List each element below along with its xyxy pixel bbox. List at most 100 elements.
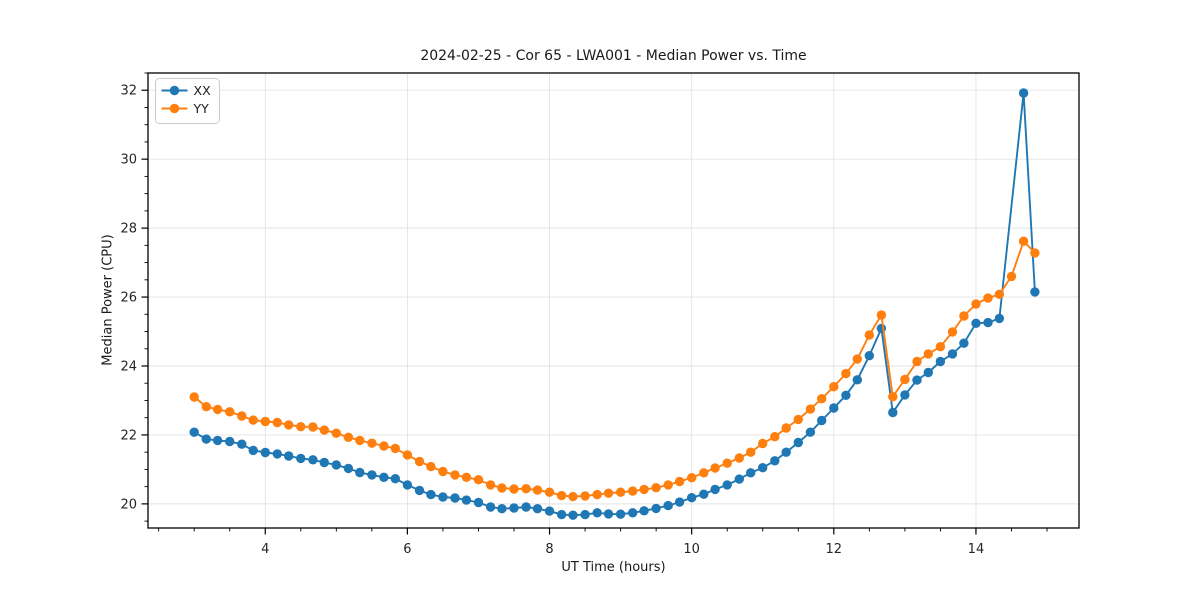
series-marker-YY: [888, 392, 898, 402]
series-marker-YY: [603, 488, 614, 498]
series-marker-YY: [343, 432, 354, 442]
series-marker-YY: [781, 423, 791, 433]
series-line-YY: [193, 240, 1036, 498]
y-tick-label: 28: [120, 222, 137, 237]
series-marker-XX: [260, 447, 270, 458]
series-marker-YY: [556, 490, 567, 501]
series-marker-XX: [355, 467, 365, 478]
series-marker-XX: [663, 500, 673, 511]
series-marker-YY: [734, 453, 744, 463]
x-tick-label: 14: [968, 542, 985, 557]
series-marker-YY: [390, 443, 400, 454]
series-marker-YY: [687, 473, 697, 483]
series-marker-YY: [580, 491, 590, 501]
series-marker-XX: [568, 510, 578, 520]
series-marker-XX: [817, 415, 827, 426]
series-marker-XX: [900, 390, 910, 400]
legend-marker: [169, 85, 180, 96]
series-line-XX: [193, 92, 1036, 517]
series-marker-YY: [260, 416, 270, 427]
series-marker-YY: [876, 310, 887, 320]
series-marker-XX: [639, 506, 649, 516]
series-marker-XX: [450, 493, 460, 503]
series-marker-XX: [864, 351, 874, 361]
series-marker-YY: [852, 354, 862, 364]
series-marker-XX: [615, 509, 626, 519]
x-tick-label: 12: [826, 542, 843, 557]
series-marker-XX: [284, 451, 294, 461]
series-marker-XX: [521, 502, 531, 512]
series-marker-YY: [639, 484, 649, 495]
series-marker-YY: [983, 293, 993, 303]
series-marker-XX: [923, 367, 933, 378]
series-marker-XX: [793, 437, 803, 448]
series-marker-YY: [544, 487, 555, 497]
series-marker-XX: [201, 434, 211, 444]
series-marker-XX: [674, 497, 685, 507]
series-marker-YY: [994, 289, 1005, 299]
y-tick-label: 30: [120, 153, 137, 168]
series-marker-XX: [971, 318, 981, 328]
series-marker-XX: [189, 427, 199, 437]
series-marker-YY: [426, 461, 436, 472]
series-marker-YY: [674, 476, 685, 487]
legend-label: YY: [193, 101, 210, 116]
x-tick-label: 4: [261, 542, 269, 557]
series-marker-YY: [841, 368, 851, 379]
series-marker-XX: [592, 508, 602, 518]
series-marker-YY: [402, 450, 413, 460]
series-marker-XX: [805, 427, 816, 437]
series-marker-XX: [509, 503, 519, 513]
series-marker-YY: [189, 392, 199, 402]
series-marker-YY: [770, 432, 780, 442]
series-marker-XX: [983, 317, 993, 328]
series-marker-XX: [367, 470, 377, 480]
series-marker-XX: [781, 447, 791, 457]
series-marker-XX: [994, 313, 1005, 324]
series-marker-YY: [935, 342, 946, 352]
series-marker-YY: [212, 404, 223, 415]
y-tick-label: 22: [120, 428, 137, 443]
series-marker-XX: [414, 485, 425, 496]
series-marker-YY: [367, 438, 377, 448]
series-marker-YY: [805, 404, 816, 414]
series-marker-YY: [509, 484, 519, 494]
series-marker-YY: [485, 480, 496, 490]
series-marker-XX: [497, 504, 507, 514]
legend-marker: [169, 103, 180, 114]
series-marker-XX: [580, 509, 590, 520]
series-marker-YY: [793, 414, 803, 425]
series-marker-XX: [841, 390, 851, 400]
y-tick-label: 32: [120, 84, 137, 99]
series-marker-YY: [758, 438, 768, 449]
series-marker-XX: [710, 484, 720, 495]
series-marker-YY: [355, 435, 365, 446]
series-marker-XX: [912, 375, 922, 385]
series-marker-YY: [651, 483, 661, 493]
series-marker-YY: [864, 330, 874, 340]
x-tick-label: 10: [683, 542, 700, 557]
series-marker-XX: [308, 455, 318, 465]
series-marker-YY: [248, 415, 258, 425]
series-marker-XX: [390, 474, 400, 484]
series-marker-YY: [829, 382, 839, 392]
series-marker-XX: [272, 449, 282, 459]
series-marker-XX: [438, 492, 448, 502]
series-marker-YY: [296, 422, 306, 432]
series-marker-XX: [959, 338, 969, 348]
series-marker-YY: [497, 483, 507, 493]
series-marker-XX: [758, 463, 768, 473]
series-marker-YY: [615, 487, 626, 497]
series-marker-YY: [912, 356, 922, 367]
x-axis-label: UT Time (hours): [561, 560, 666, 575]
series-marker-XX: [876, 323, 887, 334]
y-tick-label: 24: [120, 359, 137, 374]
series-marker-XX: [1030, 287, 1040, 297]
series-marker-YY: [1006, 271, 1017, 282]
series-marker-YY: [379, 441, 389, 451]
series-marker-YY: [971, 299, 981, 309]
series-marker-XX: [532, 504, 543, 514]
series-marker-YY: [722, 458, 732, 468]
